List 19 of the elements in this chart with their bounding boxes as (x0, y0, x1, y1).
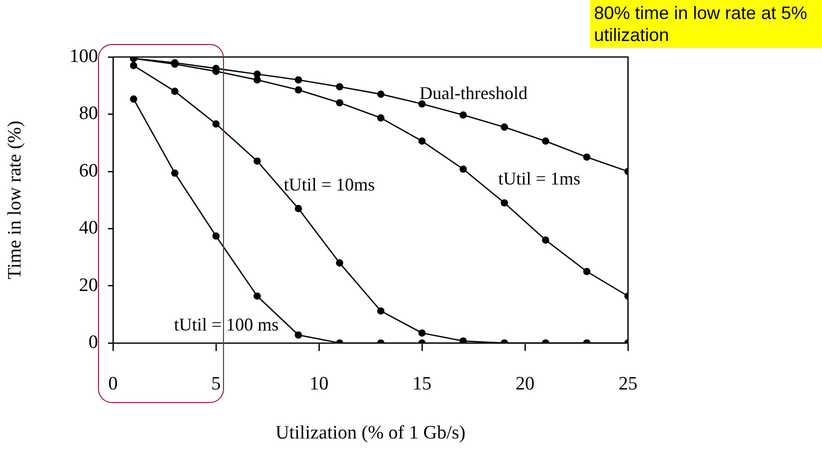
x-axis-title: Utilization (% of 1 Gb/s) (276, 422, 466, 444)
x-tick-label: 25 (618, 373, 638, 394)
y-axis-title: Time in low rate (%) (4, 120, 26, 280)
x-tick-label: 0 (108, 373, 118, 394)
x-tick-label: 10 (310, 373, 328, 394)
y-tick-label: 0 (88, 332, 98, 353)
y-tick-label: 60 (79, 160, 98, 182)
y-tick-label: 80 (79, 103, 98, 124)
x-tick-label: 20 (516, 373, 534, 394)
text: 80% time in low rate at 5% utilization (590, 0, 822, 48)
y-tick-label: 20 (79, 274, 98, 296)
series-label: tUtil = 10ms (284, 174, 375, 194)
x-tick-label: 15 (412, 373, 432, 394)
x-tick-label: 5 (211, 373, 221, 394)
series-label: tUtil = 100 ms (174, 314, 279, 335)
y-tick-label: 40 (79, 218, 98, 239)
series-label: tUtil = 1ms (498, 168, 580, 189)
series-label: Dual-threshold (420, 82, 528, 103)
y-tick-label: 100 (70, 46, 98, 67)
